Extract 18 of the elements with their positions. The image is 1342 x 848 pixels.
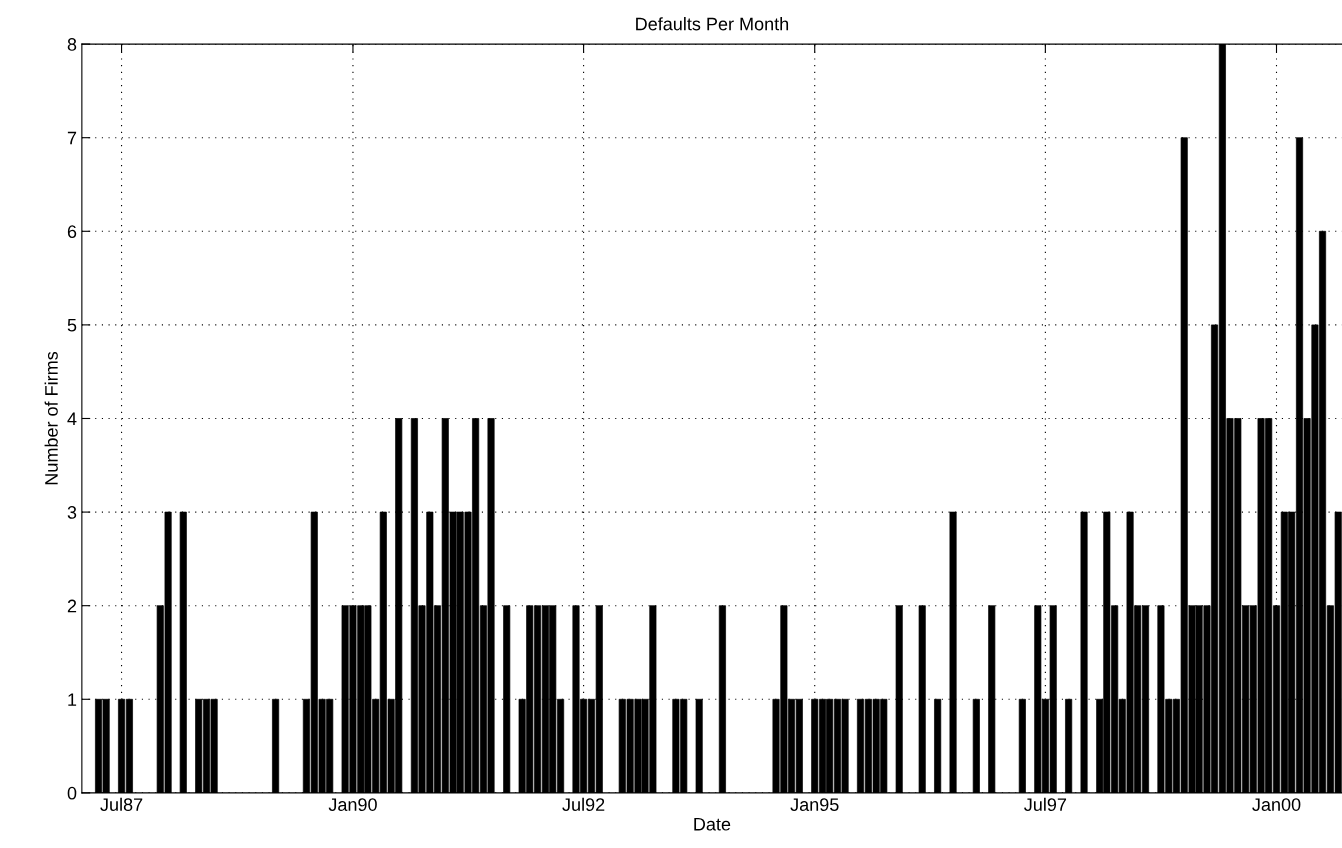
y-tick-label: 8 — [67, 38, 77, 51]
chart-title: Defaults Per Month — [636, 17, 789, 31]
x-tick-label: Jul87 — [100, 797, 143, 811]
y-tick-label: 1 — [68, 693, 77, 706]
y-tick-label: 3 — [67, 506, 77, 519]
y-tick-label: 2 — [67, 599, 77, 613]
x-tick-label: Jul97 — [1024, 797, 1067, 811]
y-axis-title: Number of Firms — [44, 351, 58, 485]
x-tick-label: Jan90 — [328, 798, 377, 811]
x-axis-title: Date — [694, 818, 731, 831]
y-tick-label: 4 — [67, 412, 77, 426]
y-tick-label: 6 — [67, 225, 77, 239]
x-tick-label: Jul92 — [562, 797, 605, 811]
y-tick-label: 5 — [67, 319, 77, 332]
y-tick-label: 0 — [67, 786, 77, 800]
x-tick-label: Jan00 — [1252, 798, 1301, 811]
x-tick-label: Jan95 — [790, 798, 839, 811]
y-tick-label: 7 — [67, 131, 77, 145]
